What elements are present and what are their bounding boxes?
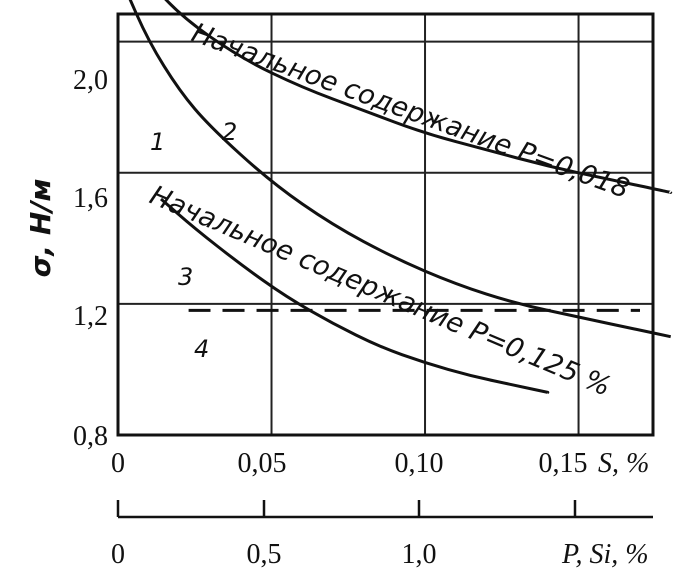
annotation-p-0125: Начальное содержание P=0,125 % <box>145 180 615 403</box>
x-tick-label-s-0: 0 <box>111 448 125 479</box>
y-tick-label-1: 1,2 <box>73 301 108 332</box>
curve-2 <box>164 0 673 194</box>
x-tick-label-s-2: 0,10 <box>395 448 444 479</box>
x-axis-name-p: P, Si, % <box>561 539 649 570</box>
grid <box>118 14 653 435</box>
plot-frame <box>116 12 655 437</box>
curves <box>128 0 673 394</box>
x-tick-label-p-2: 1,0 <box>402 539 437 570</box>
x-axis-name-s: S, % <box>598 448 649 479</box>
y-tick-label-2: 1,6 <box>73 183 108 214</box>
x-tick-label-s-3: 0,15 <box>539 448 588 479</box>
curve-label-2: 2 <box>222 118 237 146</box>
curve-label-3: 3 <box>178 263 193 291</box>
curve-label-1: 1 <box>150 128 165 156</box>
x-tick-label-p-1: 0,5 <box>247 539 282 570</box>
y-tick-label-0: 0,8 <box>73 421 108 452</box>
curve-1 <box>128 0 671 339</box>
y-axis-label: σ, Н/м <box>24 179 57 278</box>
curve-3 <box>160 197 550 394</box>
y-tick-label-3: 2,0 <box>73 65 108 96</box>
curve-label-4: 4 <box>194 335 209 363</box>
annotation-p-0018: Начальное содержание P=0,018 <box>188 17 634 205</box>
x-tick-label-s-1: 0,05 <box>238 448 287 479</box>
x-tick-label-p-0: 0 <box>111 539 125 570</box>
